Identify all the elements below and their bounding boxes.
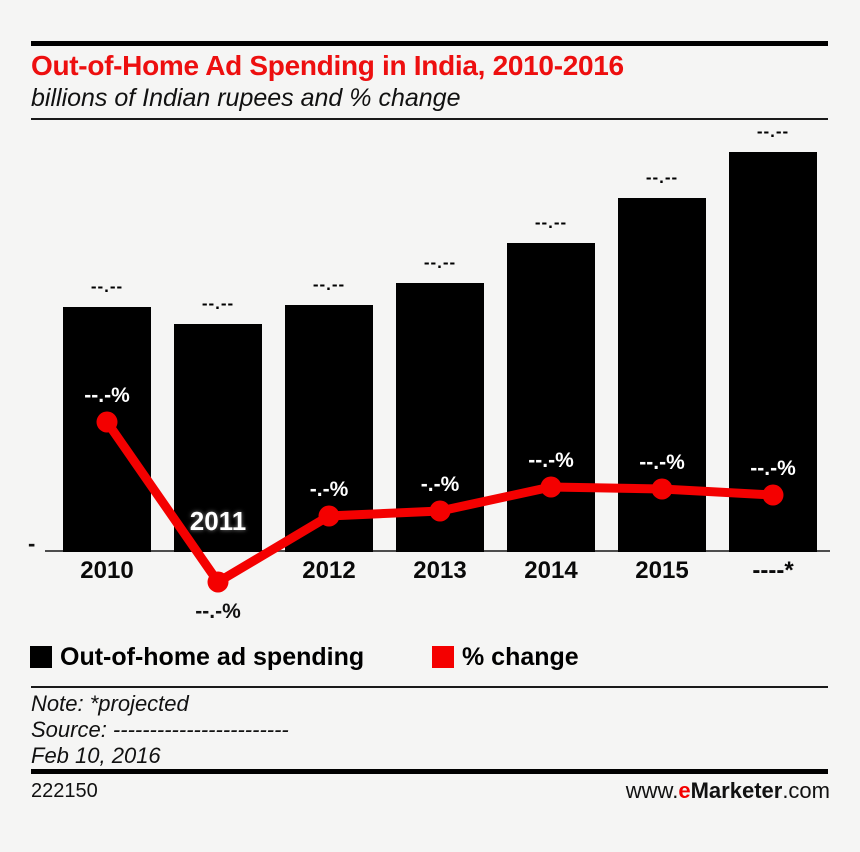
source-text: Source: ------------------------ [31, 717, 289, 742]
header-rule [31, 118, 828, 120]
y-axis-zero-label: - [28, 531, 36, 556]
pct-change-label: -.-% [420, 473, 460, 496]
x-axis-label: ----* [752, 557, 794, 584]
bar-value-label: --.-- [645, 168, 679, 187]
x-axis-label: 2014 [524, 557, 578, 584]
url-e-mark: e [678, 778, 691, 803]
bar-value-label: --.-- [90, 277, 124, 296]
bar-value-label: --.-- [312, 275, 346, 294]
bar-value-label: --.-- [201, 294, 235, 313]
bar [63, 307, 151, 552]
x-axis-label: 2010 [80, 557, 134, 584]
top-rule [31, 41, 828, 46]
bar-value-label: --.-- [756, 122, 790, 141]
x-axis-label: 2012 [302, 557, 356, 584]
legend-swatch-bar-series [30, 646, 52, 668]
emarketer-url: www.eMarketer.com [626, 778, 830, 804]
line-point [207, 571, 229, 593]
bar [618, 198, 706, 552]
bar [285, 305, 373, 552]
url-suffix: .com [782, 778, 830, 803]
chart-subtitle: billions of Indian rupees and % change [31, 84, 461, 112]
pct-change-label: --.-% [84, 384, 130, 407]
url-brand: Marketer [690, 778, 783, 803]
x-axis-label: 2013 [413, 557, 467, 584]
x-axis-label: 2015 [635, 557, 689, 584]
note-rule [31, 686, 828, 688]
legend-swatch-line-series [432, 646, 454, 668]
bar [729, 152, 817, 552]
bar [507, 243, 595, 552]
pct-change-label: --.-% [195, 600, 241, 623]
in-bar-year-label: 2011 [189, 506, 247, 536]
chart-id: 222150 [31, 780, 98, 802]
chart-title: Out-of-Home Ad Spending in India, 2010-2… [31, 50, 624, 81]
bar-value-label: --.-- [534, 213, 568, 232]
legend-label-line-series: % change [462, 643, 579, 671]
footer-rule [31, 769, 828, 774]
date-text: Feb 10, 2016 [31, 743, 161, 768]
bar [396, 283, 484, 552]
bar-value-label: --.-- [423, 253, 457, 272]
pct-change-label: --.-% [750, 457, 796, 480]
note-text: Note: *projected [31, 691, 189, 716]
url-prefix: www. [625, 778, 679, 803]
legend-label-bar-series: Out-of-home ad spending [60, 643, 365, 671]
